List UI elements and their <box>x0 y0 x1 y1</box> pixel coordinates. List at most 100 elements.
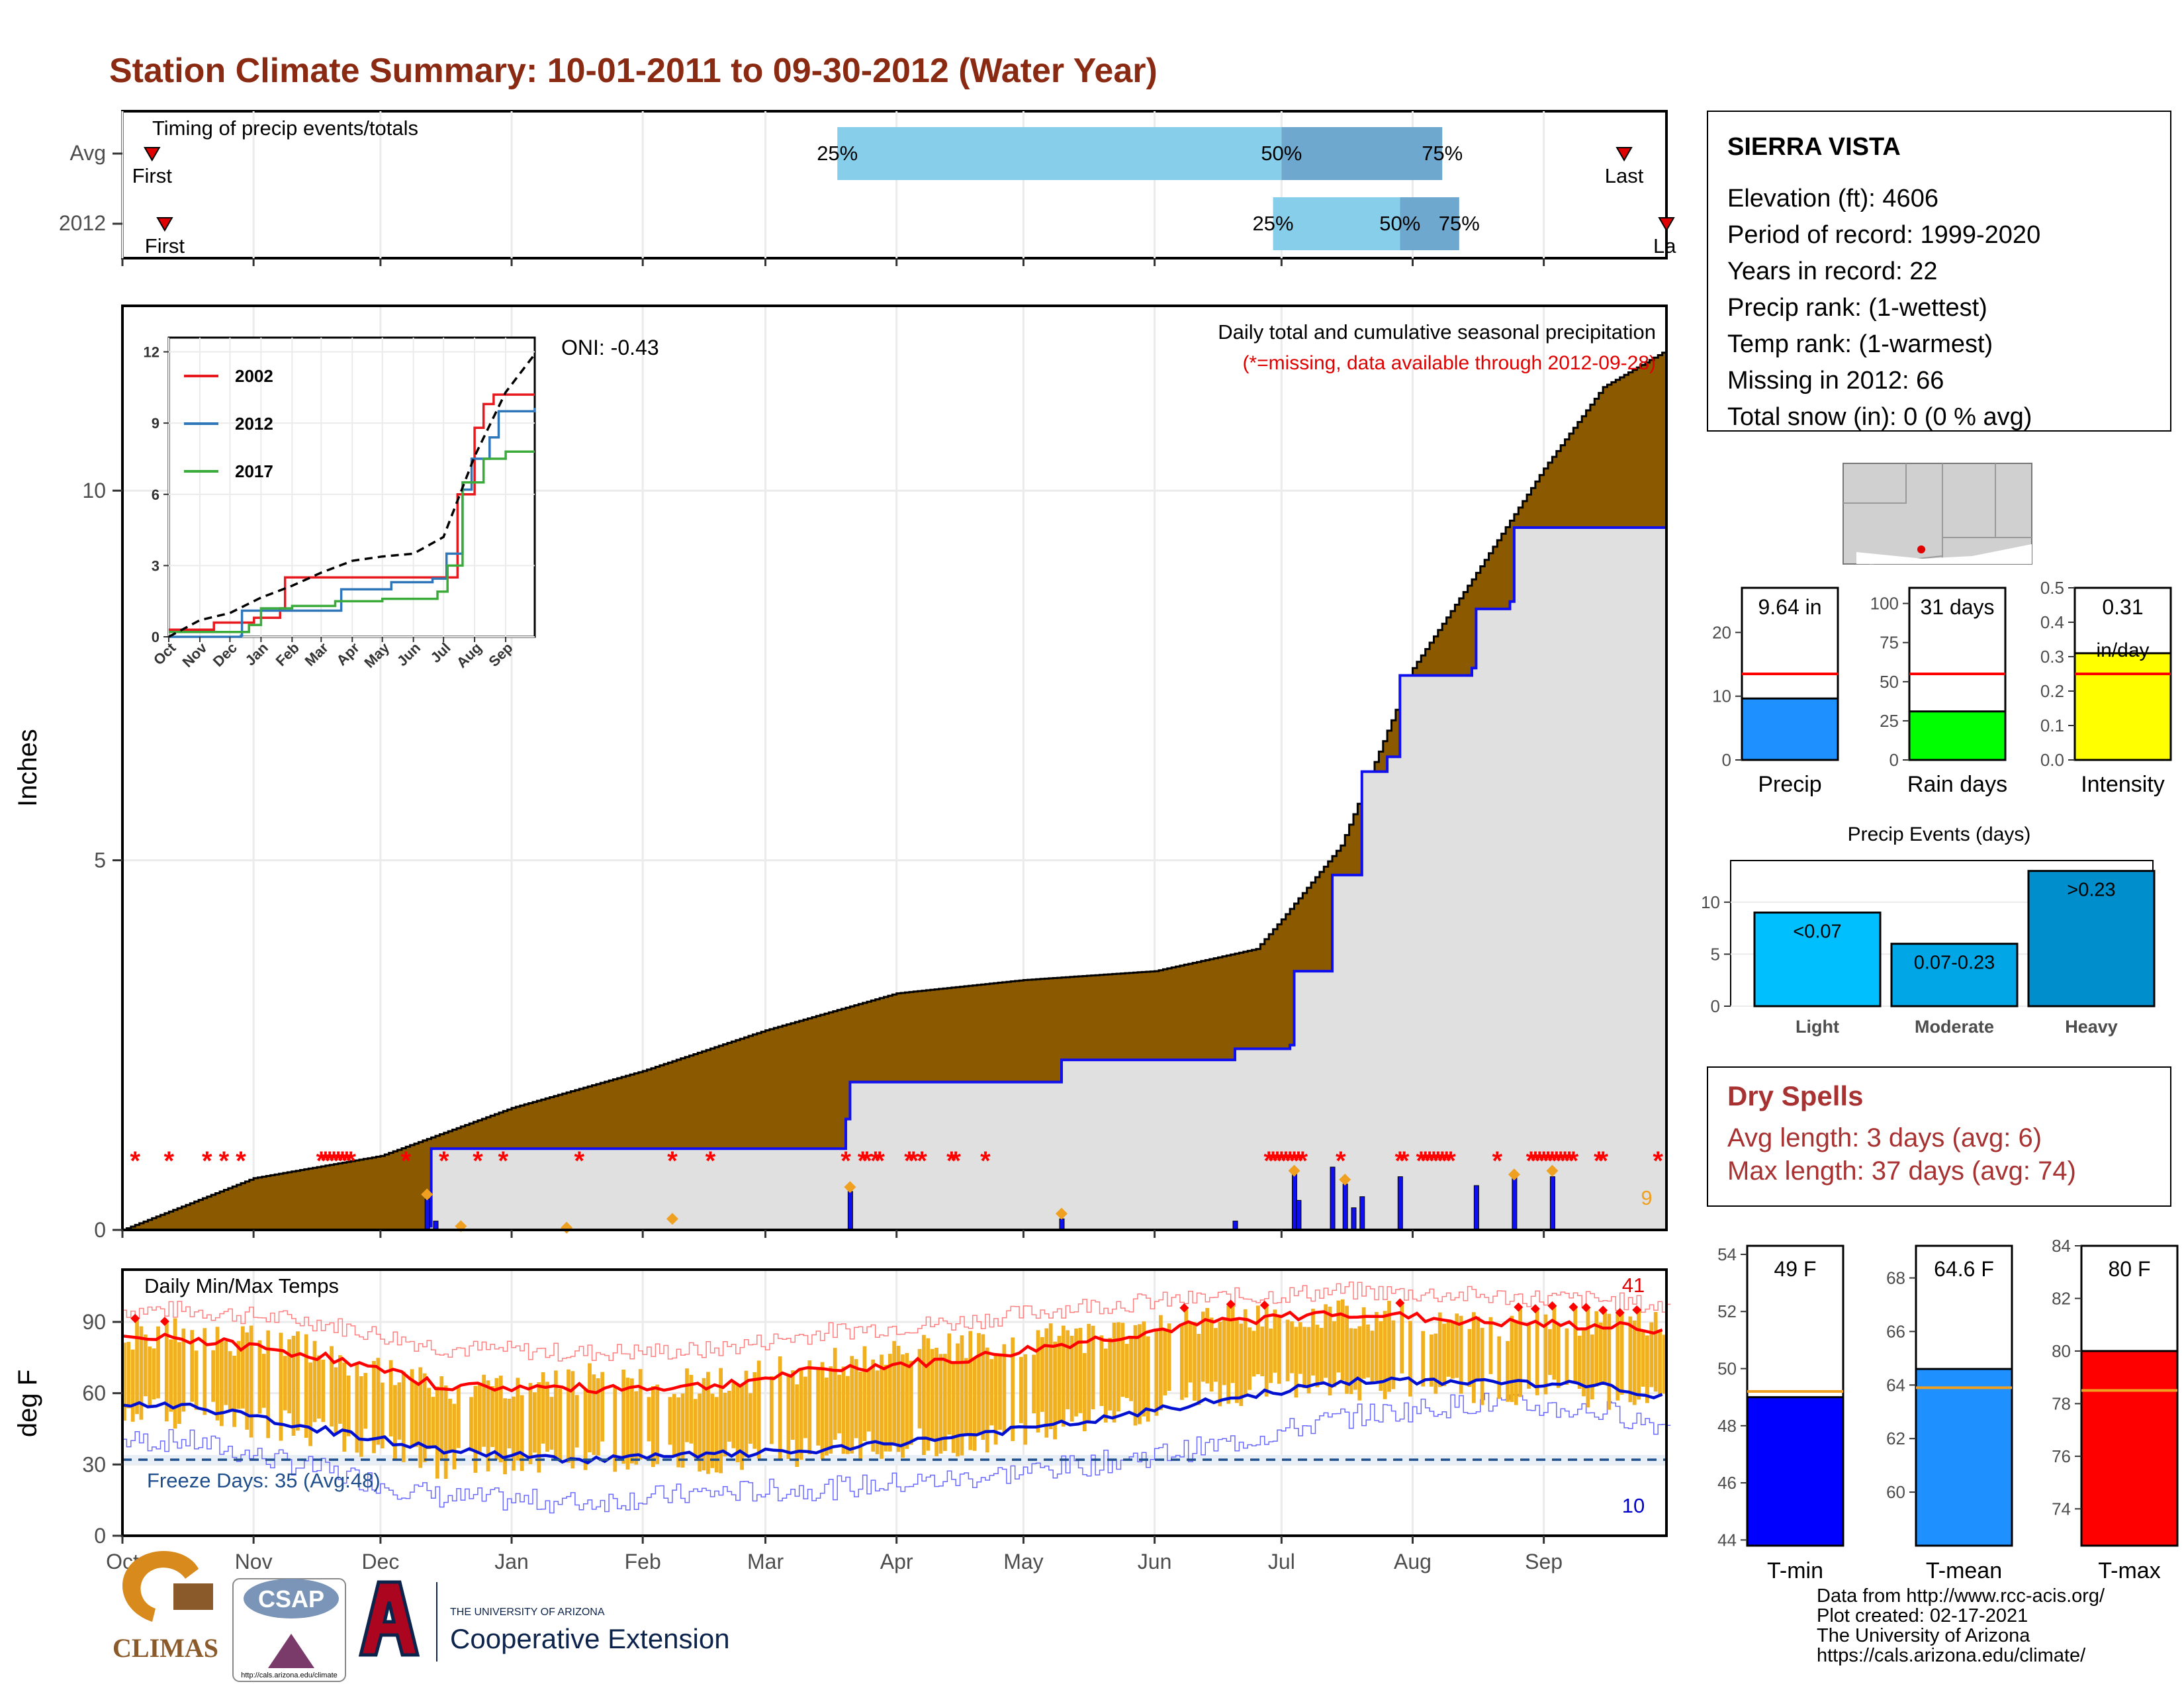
daily-temp-bar <box>363 1372 368 1429</box>
daily-temp-bar <box>477 1383 482 1454</box>
daily-temp-bar <box>545 1382 549 1452</box>
daily-temp-bar <box>1129 1338 1133 1401</box>
oni-label: ONI: -0.43 <box>561 336 659 359</box>
daily-temp-bar <box>143 1335 148 1397</box>
daily-temp-bar <box>1264 1305 1269 1397</box>
summary-tick: 20 <box>1712 622 1731 642</box>
daily-temp-bar <box>321 1359 326 1423</box>
daily-temp-bar <box>533 1392 537 1453</box>
dry-spells-line: Avg length: 3 days (avg: 6) <box>1727 1123 2042 1152</box>
missing-star: * <box>1547 1147 1558 1176</box>
daily-temp-bar <box>989 1359 994 1426</box>
missing-count: 9 <box>1641 1186 1652 1209</box>
x-tick-label: Dec <box>361 1550 399 1573</box>
daily-temp-bar <box>516 1378 520 1461</box>
ua-logo-icon <box>358 1580 420 1657</box>
y-tick-label: 30 <box>82 1452 106 1476</box>
ua-big-text: Cooperative Extension <box>450 1623 730 1654</box>
missing-star: * <box>316 1147 327 1176</box>
daily-temp-bar <box>1222 1319 1226 1385</box>
daily-temp-bar <box>1011 1337 1015 1441</box>
daily-temp-bar <box>588 1363 592 1452</box>
daily-temp-bar <box>330 1346 334 1427</box>
missing-star: * <box>1420 1147 1431 1176</box>
x-tick-label: Jul <box>1268 1550 1295 1573</box>
record-high-marker <box>130 1313 140 1323</box>
missing-note: (*=missing, data available through 2012-… <box>1242 352 1656 374</box>
daily-temp-bar <box>338 1355 342 1424</box>
daily-temp-bar <box>871 1359 876 1452</box>
daily-temp-bar <box>655 1384 660 1464</box>
event-diamond <box>1055 1207 1068 1220</box>
daily-temp-bar <box>1235 1317 1239 1403</box>
summary-bar <box>1908 710 2007 761</box>
daily-temp-bar <box>1066 1330 1070 1409</box>
event-bar-label: >0.23 <box>2067 880 2115 901</box>
daily-temp-bar <box>634 1391 639 1465</box>
daily-temp-bar <box>1387 1301 1391 1392</box>
daily-temp-bar <box>1565 1328 1569 1385</box>
temp-bar-tick: 66 <box>1886 1321 1905 1341</box>
temp-bar-value: 49 F <box>1774 1257 1816 1281</box>
temp-bar-tick: 62 <box>1886 1429 1905 1448</box>
footer-credit-line: Data from http://www.rcc-acis.org/ <box>1817 1585 2105 1607</box>
daily-temp-bar <box>1311 1309 1315 1376</box>
daily-temp-bar <box>1087 1323 1091 1424</box>
daily-temp-bar <box>1277 1316 1281 1384</box>
summary-tick: 0.2 <box>2040 681 2064 701</box>
daily-temp-bar <box>668 1397 672 1445</box>
daily-temp-bar <box>596 1378 600 1456</box>
summary-bar <box>2073 652 2172 761</box>
record-max-envelope <box>122 1282 1671 1362</box>
daily-temp-bar <box>909 1360 913 1445</box>
daily-temp-bar <box>1069 1335 1074 1422</box>
temp-bar <box>1915 1368 2013 1547</box>
daily-temp-bar <box>482 1374 486 1447</box>
daily-temp-bar <box>342 1362 347 1452</box>
daily-temp-bar <box>850 1356 854 1454</box>
temp-bar-tick: 54 <box>1717 1244 1737 1264</box>
daily-temp-bar <box>249 1325 253 1438</box>
missing-star: * <box>1395 1147 1406 1176</box>
daily-precip-bar <box>1059 1218 1065 1231</box>
missing-star: * <box>202 1147 212 1176</box>
daily-temp-bar <box>816 1367 821 1446</box>
daily-temp-bar <box>1251 1331 1256 1377</box>
daily-temp-bar <box>126 1342 131 1409</box>
summary-label: Intensity <box>2081 772 2165 797</box>
missing-star: * <box>1268 1147 1279 1176</box>
daily-temp-bar <box>1002 1344 1007 1434</box>
daily-temp-bar <box>448 1399 452 1453</box>
temp-bar-tick: 46 <box>1717 1473 1737 1493</box>
summary-tick: 0.1 <box>2040 716 2064 735</box>
daily-temp-bar <box>177 1342 181 1425</box>
daily-temp-bar <box>317 1355 321 1419</box>
daily-temp-bar <box>1586 1307 1590 1408</box>
missing-star: * <box>1272 1147 1283 1176</box>
daily-temp-bar <box>866 1369 871 1432</box>
daily-temp-bar <box>972 1358 977 1451</box>
summary-tick: 0 <box>1889 750 1899 770</box>
daily-temp-bar <box>503 1398 508 1475</box>
temp-bar-label: T-mean <box>1926 1558 2002 1583</box>
missing-star: * <box>1569 1147 1579 1176</box>
missing-star: * <box>950 1147 961 1176</box>
missing-star: * <box>1399 1147 1410 1176</box>
daily-temp-bar <box>710 1393 715 1468</box>
summary-label: Rain days <box>1907 772 2007 797</box>
daily-temp-bar <box>1370 1331 1375 1383</box>
daily-temp-bar <box>304 1334 308 1438</box>
missing-star: * <box>1336 1147 1346 1176</box>
missing-star: * <box>333 1147 343 1176</box>
daily-temp-bar <box>1179 1325 1184 1400</box>
daily-temp-bar <box>1598 1322 1603 1383</box>
daily-temp-bar <box>388 1360 393 1436</box>
missing-star: * <box>1277 1147 1287 1176</box>
daily-temp-bar <box>592 1374 596 1455</box>
missing-star: * <box>329 1147 340 1176</box>
summary-value: 9.64 in <box>1758 595 1821 619</box>
event-diamond <box>1339 1174 1351 1186</box>
timing-pct-label: 75% <box>1439 212 1480 235</box>
summary-tick: 0 <box>1722 750 1731 770</box>
timing-bar-q50-q75 <box>1400 197 1459 250</box>
